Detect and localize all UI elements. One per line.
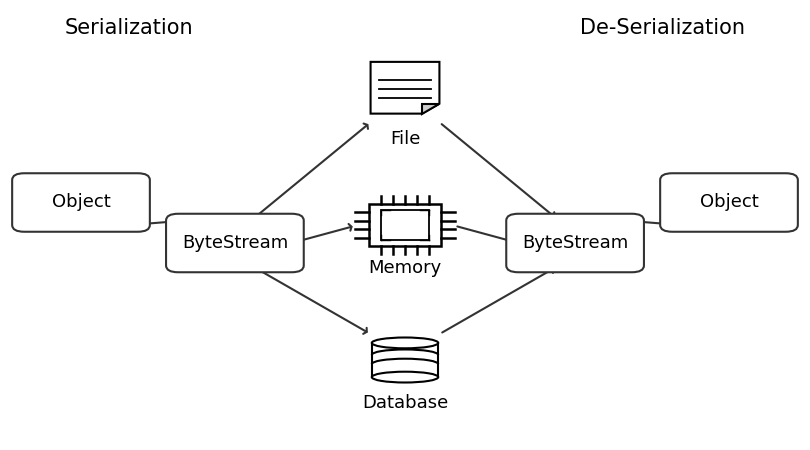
Text: ByteStream: ByteStream	[181, 234, 288, 252]
Ellipse shape	[372, 372, 438, 382]
Text: ByteStream: ByteStream	[522, 234, 629, 252]
Text: Object: Object	[700, 194, 758, 212]
FancyBboxPatch shape	[372, 343, 438, 377]
FancyBboxPatch shape	[381, 210, 429, 240]
FancyBboxPatch shape	[12, 173, 150, 232]
FancyBboxPatch shape	[506, 214, 644, 272]
Text: Memory: Memory	[369, 259, 441, 277]
Ellipse shape	[372, 338, 438, 348]
Polygon shape	[421, 104, 439, 113]
Text: Serialization: Serialization	[65, 18, 194, 38]
Text: File: File	[390, 130, 420, 148]
Text: Object: Object	[52, 194, 110, 212]
FancyBboxPatch shape	[166, 214, 304, 272]
Text: Database: Database	[362, 394, 448, 412]
FancyBboxPatch shape	[660, 173, 798, 232]
FancyBboxPatch shape	[369, 203, 441, 247]
Text: De-Serialization: De-Serialization	[580, 18, 745, 38]
Polygon shape	[370, 62, 439, 113]
